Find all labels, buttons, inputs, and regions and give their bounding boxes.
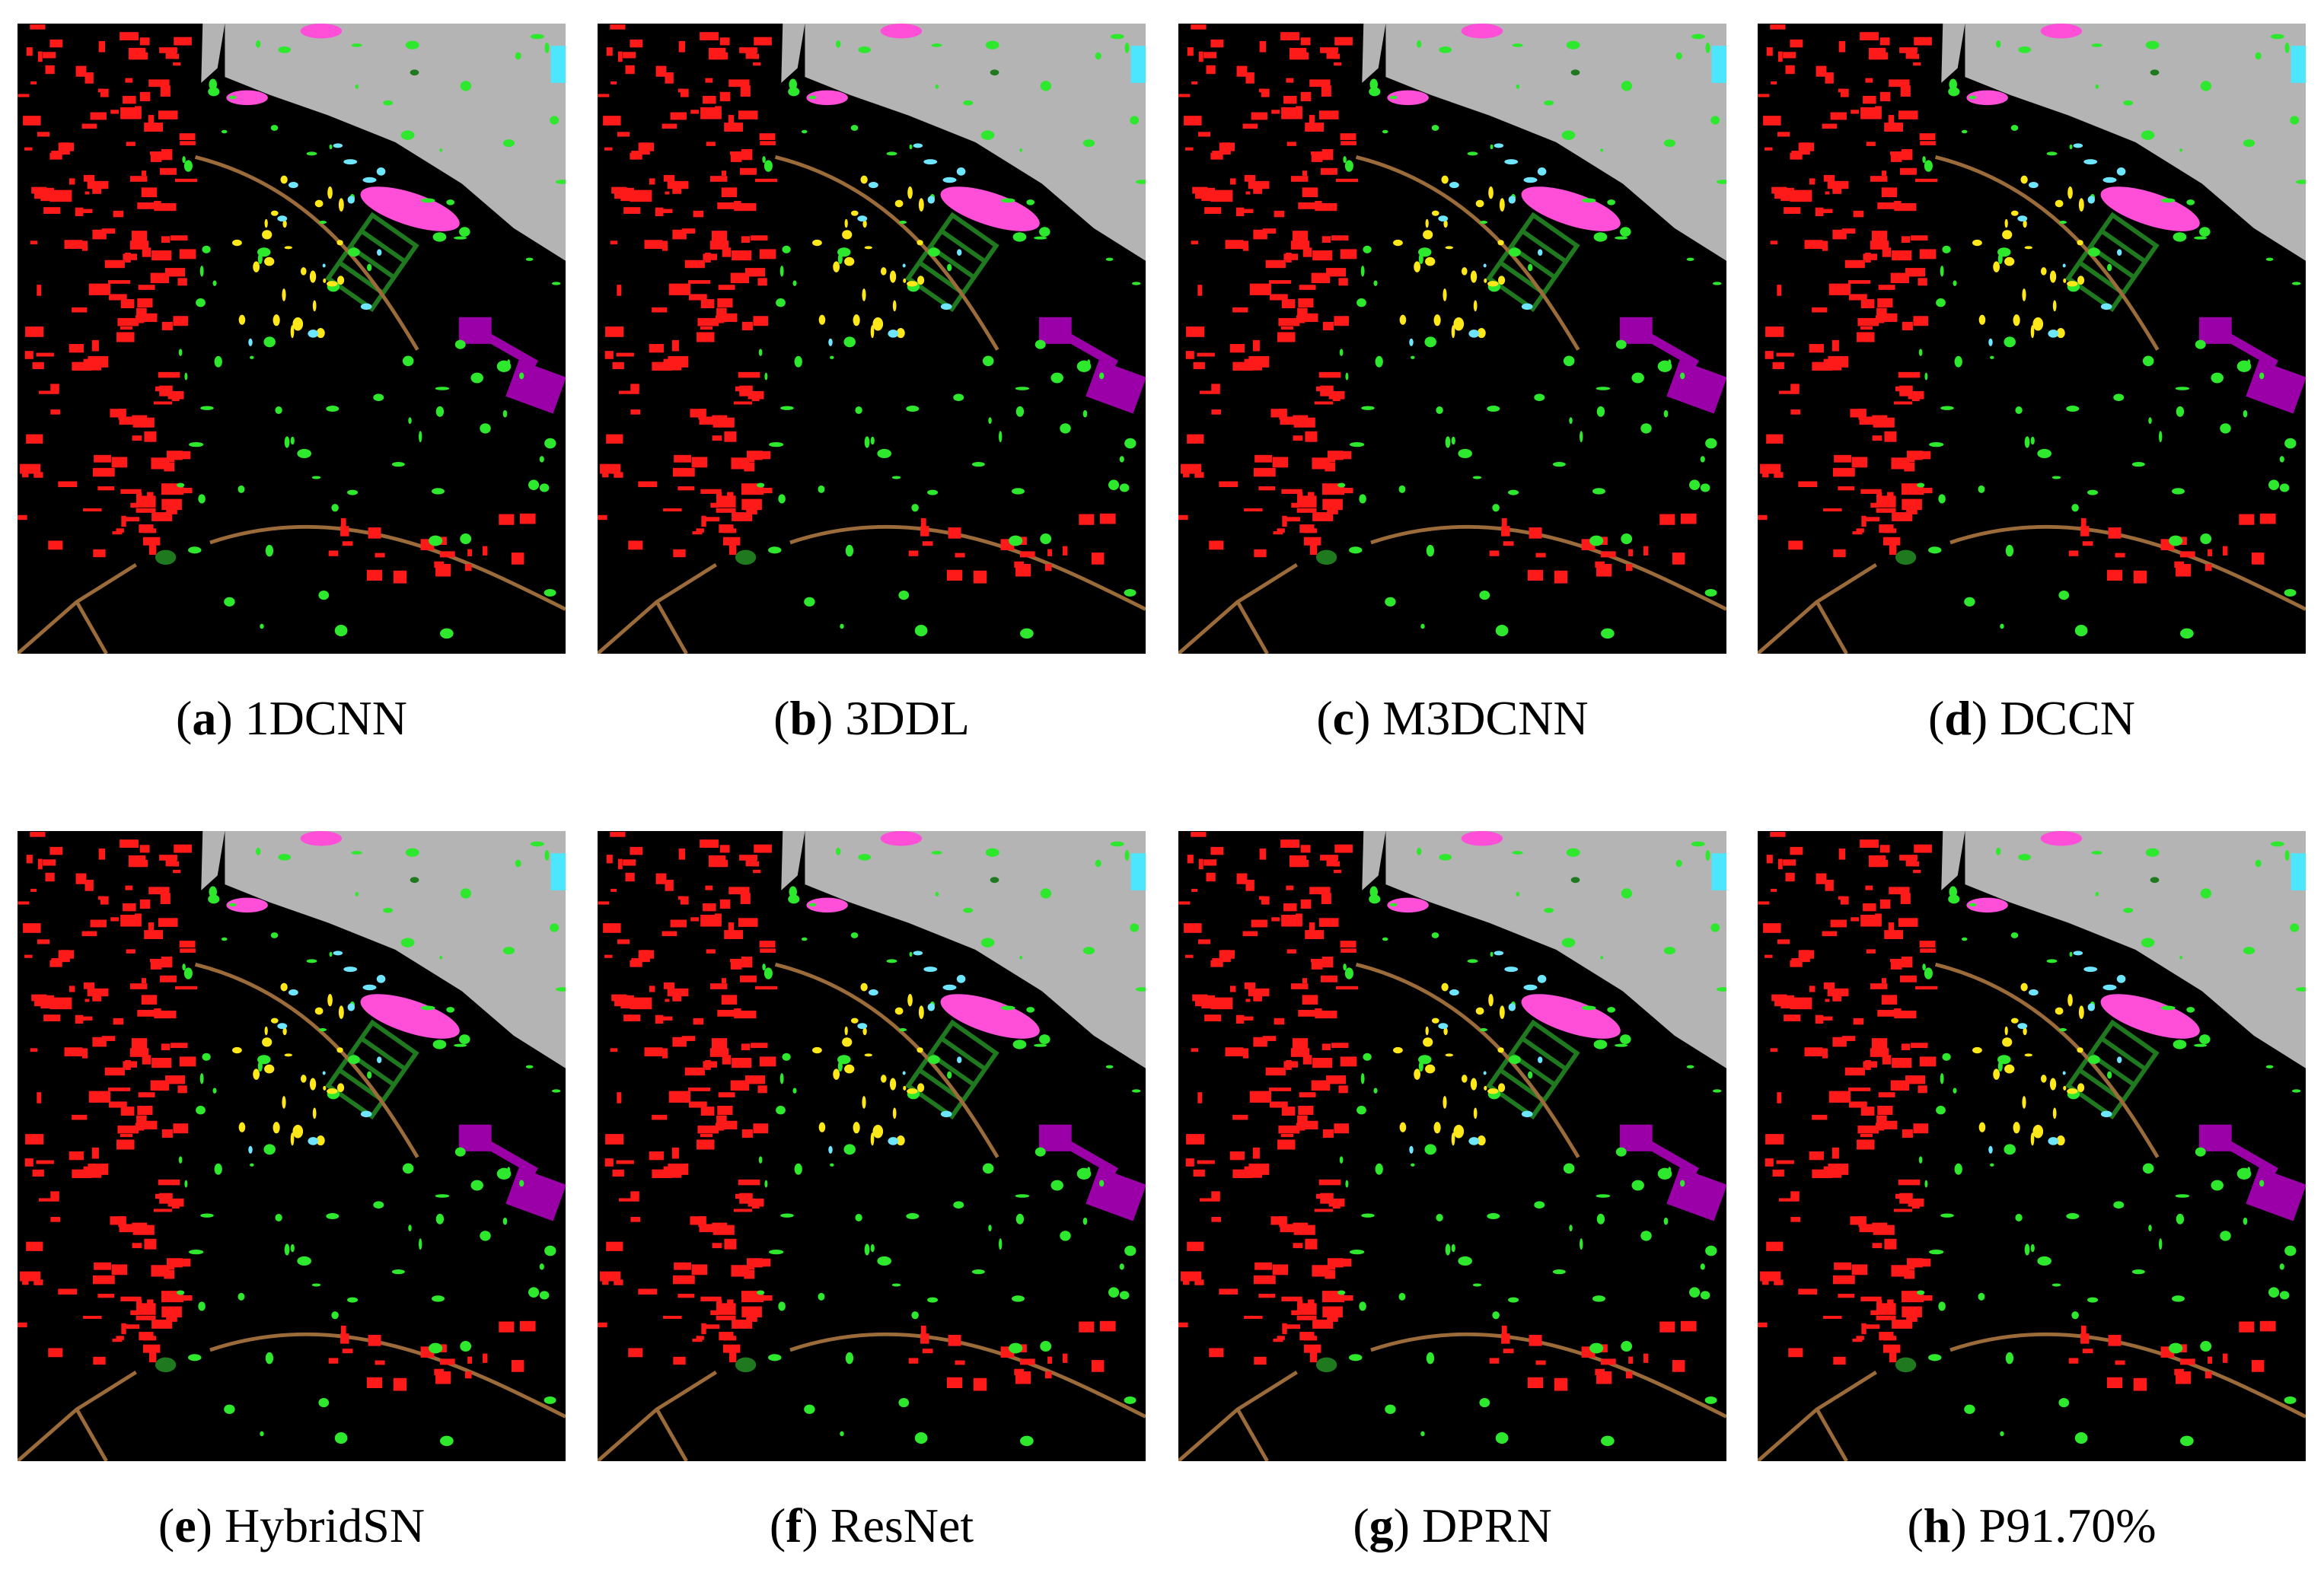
classification-map bbox=[1758, 24, 2306, 654]
caption: (h) P91.70% bbox=[1742, 1495, 2321, 1556]
caption-name: 1DCNN bbox=[244, 691, 407, 745]
map-image bbox=[598, 831, 1146, 1461]
caption-close: ) bbox=[802, 1498, 818, 1552]
classification-map bbox=[1758, 831, 2306, 1461]
classification-map bbox=[18, 831, 566, 1461]
caption-letter: c bbox=[1332, 691, 1355, 745]
caption-open: ( bbox=[769, 1498, 786, 1552]
caption-close: ) bbox=[1393, 1498, 1410, 1552]
classification-map bbox=[1178, 831, 1726, 1461]
caption-open: ( bbox=[158, 1498, 175, 1552]
caption-name: DCCN bbox=[2000, 691, 2136, 745]
caption-close: ) bbox=[216, 691, 233, 745]
caption-open: ( bbox=[176, 691, 193, 745]
caption: (f) ResNet bbox=[582, 1495, 1161, 1556]
caption-name: HybridSN bbox=[224, 1498, 426, 1552]
map-image bbox=[18, 24, 566, 654]
map-image bbox=[1758, 24, 2306, 654]
caption: (d) DCCN bbox=[1742, 688, 2321, 749]
caption-close: ) bbox=[817, 691, 834, 745]
caption-letter: e bbox=[174, 1498, 196, 1552]
classification-map bbox=[18, 24, 566, 654]
map-image bbox=[1178, 24, 1726, 654]
caption-open: ( bbox=[1353, 1498, 1369, 1552]
caption-letter: f bbox=[786, 1498, 802, 1552]
caption-close: ) bbox=[196, 1498, 212, 1552]
caption: (c) M3DCNN bbox=[1163, 688, 1742, 749]
map-image bbox=[1178, 831, 1726, 1461]
caption: (b) 3DDL bbox=[582, 688, 1161, 749]
classification-map bbox=[598, 831, 1146, 1461]
map-image bbox=[18, 831, 566, 1461]
classification-map bbox=[1178, 24, 1726, 654]
caption-name: 3DDL bbox=[845, 691, 970, 745]
caption-close: ) bbox=[1950, 1498, 1967, 1552]
caption-letter: b bbox=[789, 691, 818, 745]
classification-map bbox=[598, 24, 1146, 654]
caption-name: P91.70% bbox=[1978, 1498, 2157, 1552]
caption: (e) HybridSN bbox=[2, 1495, 581, 1556]
caption-name: M3DCNN bbox=[1382, 691, 1589, 745]
caption-open: ( bbox=[773, 691, 790, 745]
caption-letter: h bbox=[1923, 1498, 1951, 1552]
caption-open: ( bbox=[1316, 691, 1333, 745]
map-image bbox=[598, 24, 1146, 654]
caption-letter: d bbox=[1944, 691, 1972, 745]
caption: (a) 1DCNN bbox=[2, 688, 581, 749]
caption-open: ( bbox=[1927, 691, 1945, 745]
caption-close: ) bbox=[1971, 691, 1988, 745]
caption: (g) DPRN bbox=[1163, 1495, 1742, 1556]
caption-letter: g bbox=[1369, 1498, 1394, 1552]
caption-name: DPRN bbox=[1421, 1498, 1552, 1552]
caption-letter: a bbox=[192, 691, 217, 745]
map-image bbox=[1758, 831, 2306, 1461]
caption-name: ResNet bbox=[830, 1498, 974, 1552]
caption-close: ) bbox=[1354, 691, 1371, 745]
caption-open: ( bbox=[1907, 1498, 1924, 1552]
